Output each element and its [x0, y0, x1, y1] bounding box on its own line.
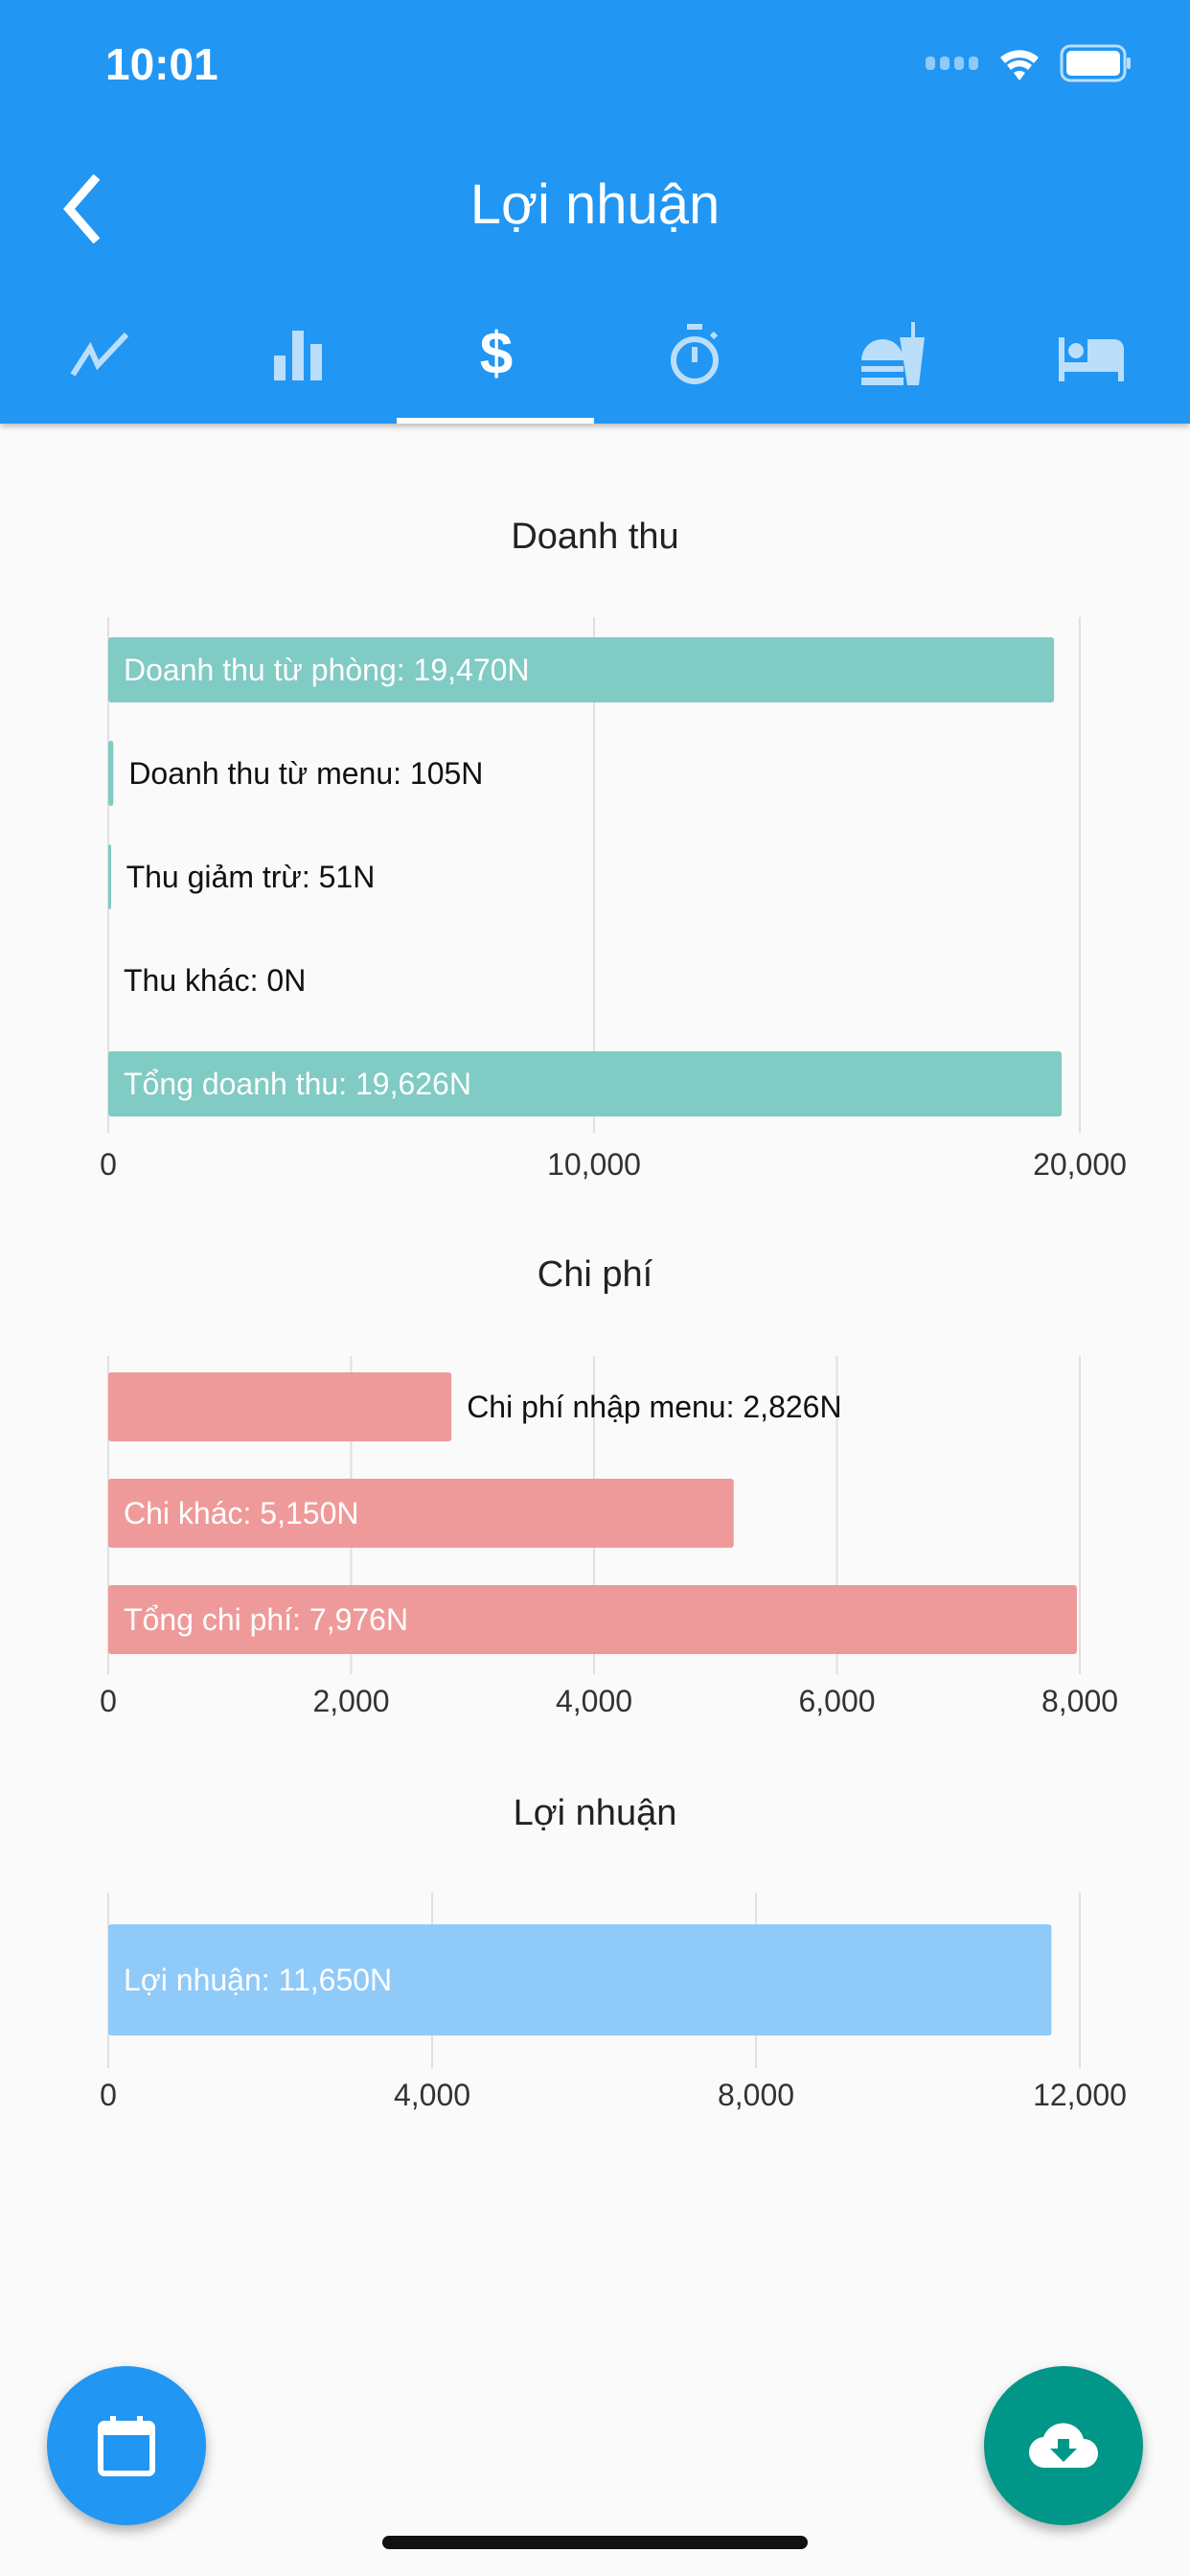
chart-title: Doanh thu [511, 517, 678, 557]
bar [108, 1924, 1052, 2036]
timer-icon [670, 324, 719, 384]
hotel-bed-icon [1058, 337, 1124, 381]
tick-label: 6,000 [798, 1684, 875, 1718]
status-icons [926, 44, 1133, 82]
tick-label: 0 [100, 1147, 117, 1182]
tick-label: 0 [100, 2078, 117, 2112]
bar-label: Tổng chi phí: 7,976N [124, 1602, 408, 1637]
bar-chart-icon [273, 331, 322, 380]
home-indicator [382, 2536, 808, 2549]
cloud-download-icon [1028, 2423, 1098, 2469]
chart-title: Chi phí [538, 1254, 653, 1295]
wifi-icon [1000, 50, 1039, 80]
tab-indicator [397, 418, 594, 424]
tab-bar: $ [0, 307, 1190, 424]
bar [108, 741, 114, 806]
bar-label: Doanh thu từ menu: 105N [128, 756, 483, 791]
status-time: 10:01 [105, 39, 218, 89]
bar [108, 1585, 1077, 1654]
tick-label: 0 [100, 1684, 117, 1718]
battery-icon [1060, 44, 1131, 82]
tick-label: 2,000 [312, 1684, 389, 1718]
fastfood-icon [860, 322, 925, 385]
tab-trend[interactable] [0, 307, 198, 402]
tab-menu[interactable] [793, 307, 992, 402]
bar-label: Thu khác: 0N [124, 963, 306, 998]
download-button[interactable] [984, 2366, 1143, 2525]
bar-label: Lợi nhuận: 11,650N [124, 1963, 392, 1997]
app-bar: 10:01 Lợi nhuận $ [0, 0, 1190, 424]
back-button[interactable] [57, 174, 115, 243]
bar-label: Chi khác: 5,150N [124, 1496, 358, 1530]
dollar-icon: $ [479, 326, 512, 383]
tick-label: 10,000 [547, 1147, 641, 1182]
bar-label: Chi phí nhập menu: 2,826N [467, 1390, 841, 1424]
tick-label: 12,000 [1033, 2078, 1127, 2112]
trending-up-icon [69, 332, 128, 377]
bar [108, 1051, 1063, 1116]
bar-label: Doanh thu từ phòng: 19,470N [124, 653, 530, 687]
tick-label: 8,000 [718, 2078, 794, 2112]
svg-text:$: $ [479, 326, 512, 383]
page-title: Lợi nhuận [469, 173, 721, 236]
tick-label: 8,000 [1041, 1684, 1118, 1718]
chart-title: Lợi nhuận [514, 1793, 677, 1833]
tab-profit[interactable]: $ [397, 307, 595, 402]
date-picker-button[interactable] [47, 2366, 206, 2525]
tick-label: 4,000 [394, 2078, 470, 2112]
signal-icon [926, 57, 978, 70]
charts-area: Doanh thu 0 10,000 20,000 Doanh thu từ phòng… [100, 517, 1127, 2112]
tab-room[interactable] [992, 307, 1190, 402]
bar [108, 1372, 452, 1441]
bar [108, 1479, 734, 1548]
tab-timer[interactable] [595, 307, 793, 402]
tick-label: 20,000 [1033, 1147, 1127, 1182]
calendar-icon [98, 2416, 155, 2476]
tab-bar-chart[interactable] [198, 307, 397, 402]
bar-label: Tổng doanh thu: 19,626N [124, 1067, 471, 1101]
tick-label: 4,000 [556, 1684, 632, 1718]
bar [108, 844, 111, 909]
bar-label: Thu giảm trừ: 51N [126, 860, 376, 894]
bar [108, 637, 1055, 702]
